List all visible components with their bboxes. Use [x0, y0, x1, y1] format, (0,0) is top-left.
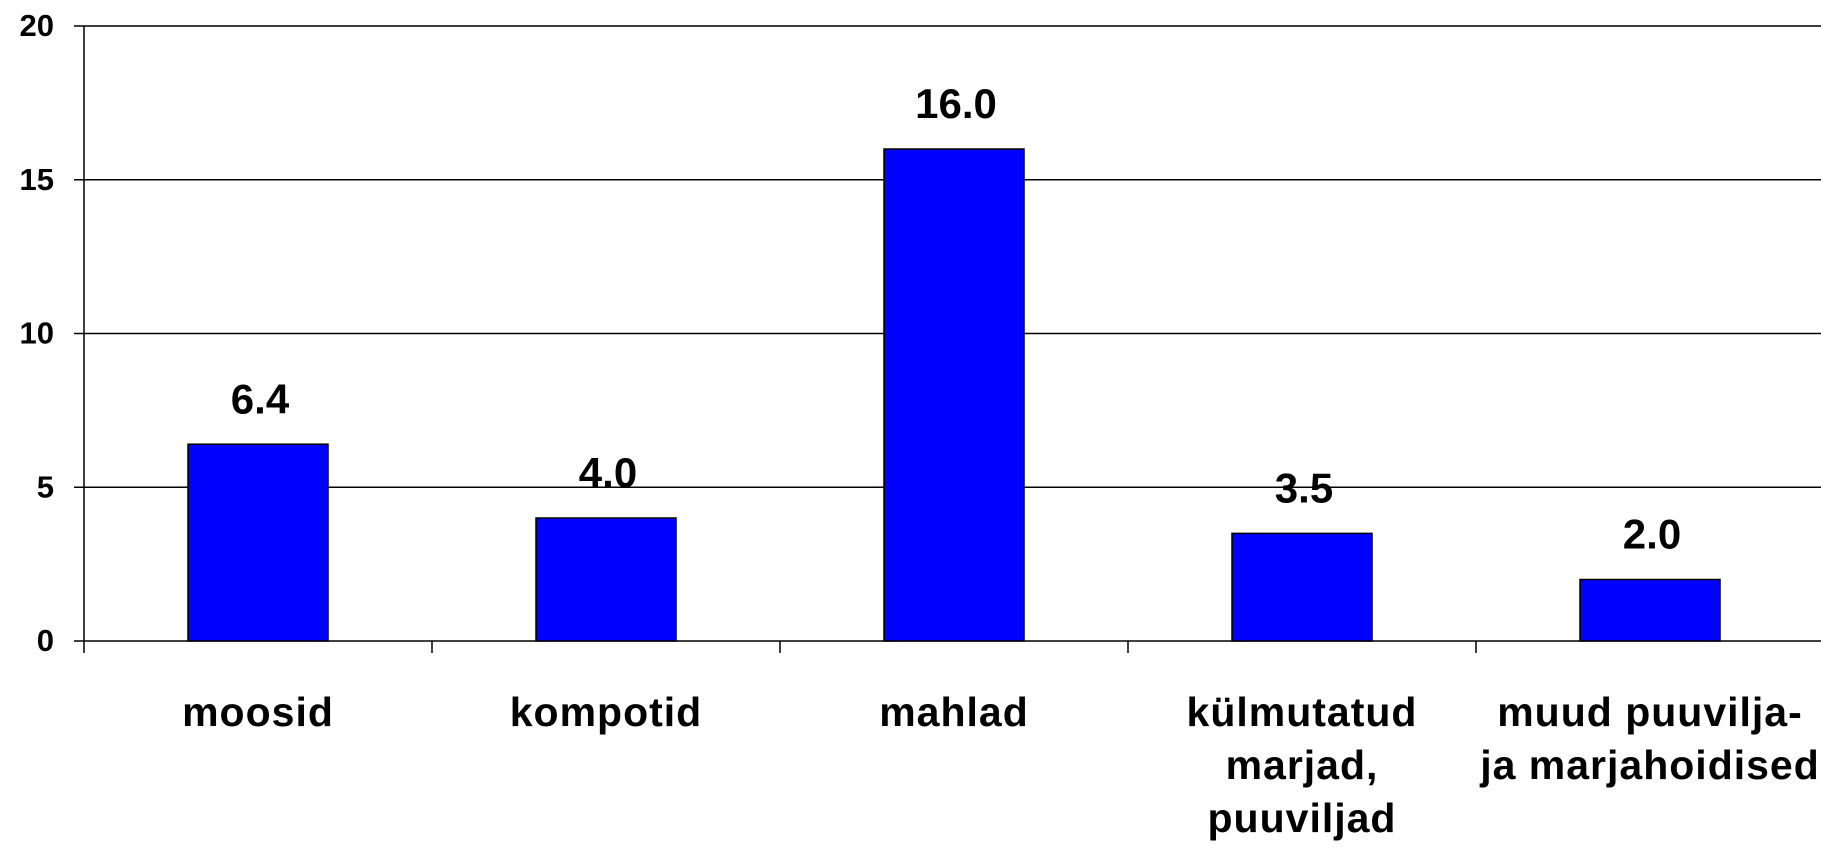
bar	[1231, 532, 1373, 642]
x-tick-label: muud puuvilja- ja marjahoidised	[1480, 689, 1820, 788]
y-tick-label: 5	[37, 469, 54, 504]
x-tick-label: mahlad	[879, 689, 1029, 735]
data-label: 2.0	[1623, 511, 1681, 558]
bar	[535, 517, 677, 642]
data-label: 3.5	[1275, 464, 1333, 511]
x-tick-label: külmutatud marjad, puuviljad	[1186, 689, 1418, 841]
data-label: 16.0	[915, 80, 997, 127]
bar	[1579, 578, 1721, 642]
y-tick-label: 20	[20, 8, 54, 43]
data-label: 6.4	[231, 375, 290, 422]
y-tick-label: 15	[20, 162, 54, 197]
x-tick-label: moosid	[182, 689, 334, 735]
bar	[187, 443, 329, 642]
bar	[883, 148, 1025, 642]
data-label: 4.0	[579, 449, 637, 496]
x-tick-label: kompotid	[509, 689, 703, 735]
y-tick-label: 0	[37, 623, 54, 658]
y-tick-label: 10	[20, 316, 54, 351]
